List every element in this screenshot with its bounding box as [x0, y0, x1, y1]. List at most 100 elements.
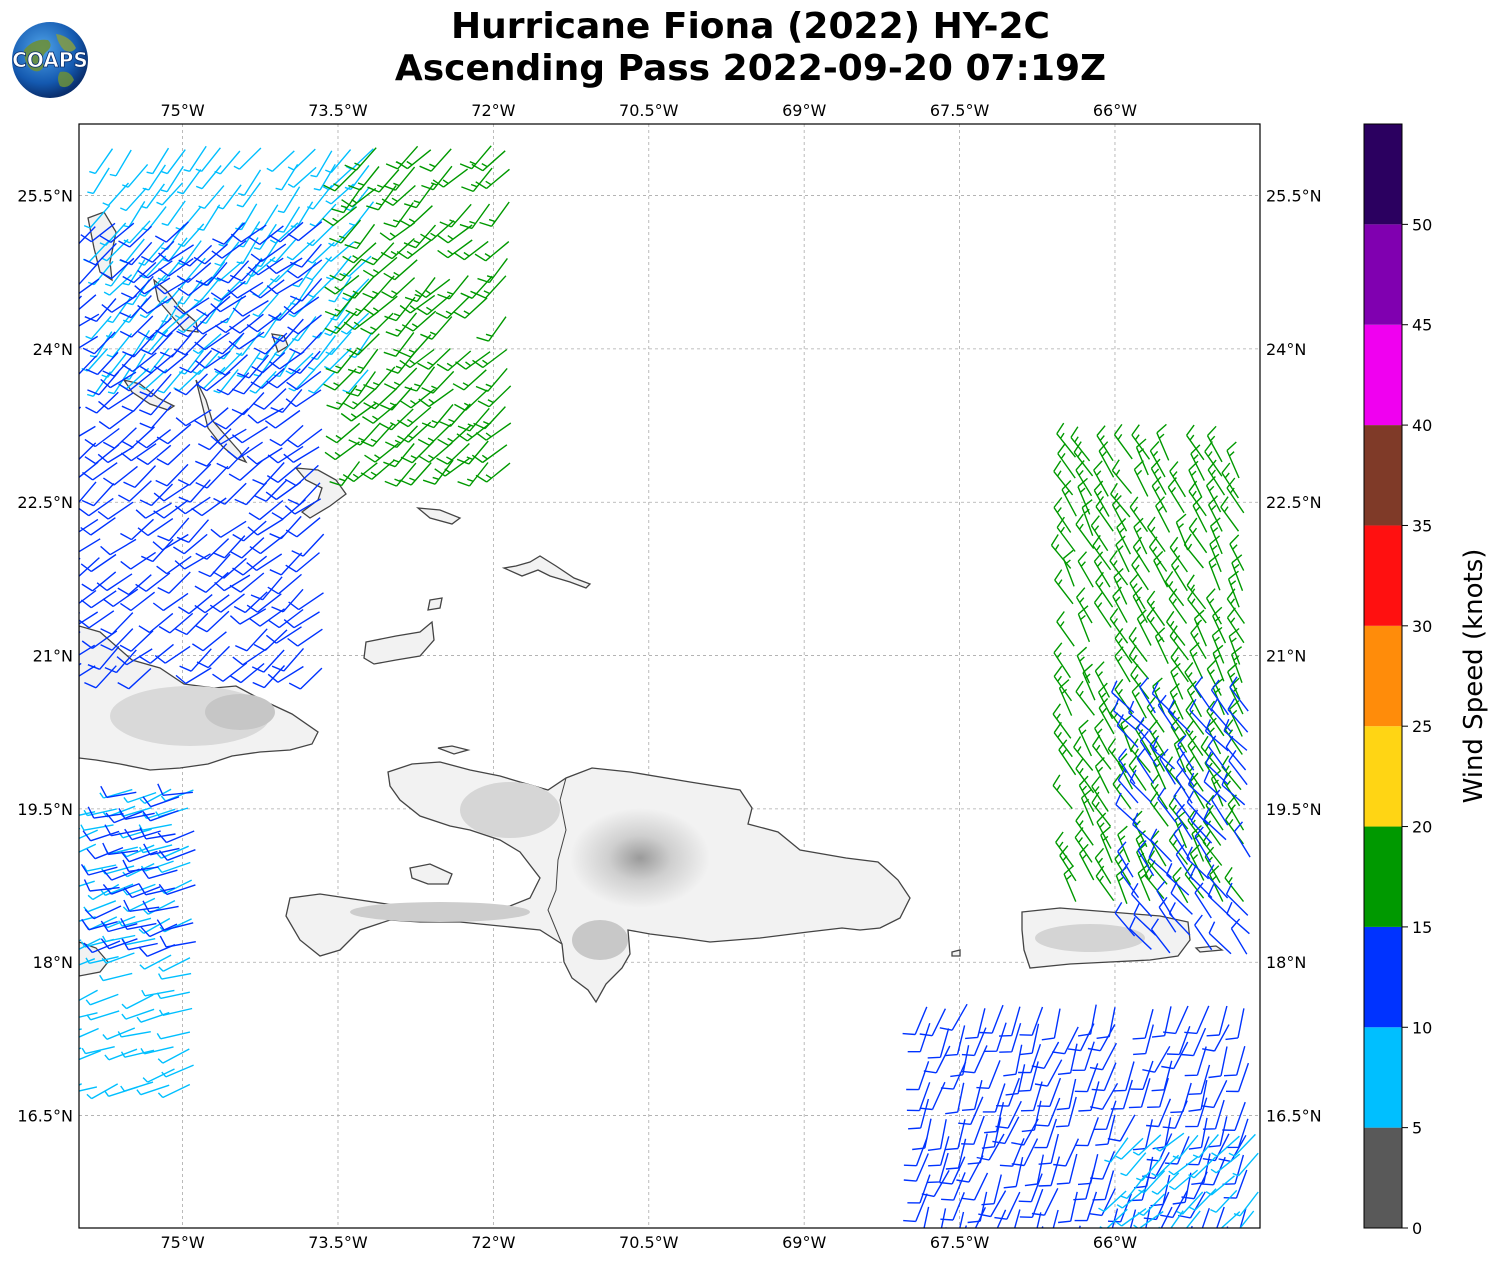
wind-barb	[1131, 682, 1147, 719]
wind-barb	[1095, 496, 1114, 532]
wind-barb	[1052, 1209, 1059, 1228]
wind-barb	[1164, 571, 1185, 607]
wind-barb	[1204, 719, 1229, 752]
wind-barb	[177, 312, 207, 334]
wind-barb	[421, 370, 455, 394]
wind-barb	[122, 883, 156, 896]
wind-barb	[123, 465, 157, 489]
wind-barb	[1128, 626, 1148, 663]
wind-barb	[454, 389, 488, 412]
wind-barb	[1170, 646, 1189, 683]
wind-barb	[139, 405, 172, 429]
wind-barb	[174, 496, 211, 515]
wind-barb	[1037, 1077, 1062, 1107]
lon-tick-label: 70.5°W	[619, 101, 679, 120]
wind-barb	[285, 552, 320, 573]
wind-barb	[269, 239, 297, 263]
wind-barb	[1144, 864, 1165, 900]
wind-barb	[1133, 902, 1157, 936]
wind-barb	[195, 465, 229, 489]
wind-barb	[1184, 1046, 1207, 1077]
wind-barb	[459, 145, 492, 170]
wind-barb	[158, 957, 191, 972]
wind-barb	[1185, 756, 1204, 792]
wind-barb	[1149, 441, 1166, 478]
wind-barb	[1167, 699, 1191, 733]
lat-tick-label: 19.5°N	[1266, 800, 1322, 819]
wind-barb	[1107, 738, 1127, 774]
wind-barb	[228, 459, 263, 481]
wind-barb	[1098, 698, 1115, 735]
lat-tick-label: 22.5°N	[1266, 493, 1322, 512]
wind-barb	[288, 667, 323, 690]
wind-barb	[212, 557, 247, 579]
lat-tick-label: 24°N	[1266, 340, 1306, 359]
wind-barb	[1209, 517, 1223, 555]
wind-barb	[87, 167, 110, 195]
wind-barb	[232, 300, 269, 317]
wind-barb	[1208, 921, 1232, 955]
wind-barb	[267, 445, 304, 464]
wind-barb	[227, 441, 263, 460]
wind-barb	[1073, 736, 1094, 771]
wind-barb	[475, 462, 511, 483]
wind-barb	[214, 352, 243, 375]
wind-barb	[1117, 841, 1134, 878]
wind-barb	[266, 462, 302, 483]
wind-barb	[1173, 823, 1191, 860]
latitude-labels-left: 25.5°N 24°N 22.5°N 21°N 19.5°N 18°N 16.5°N	[17, 187, 73, 1126]
wind-barb	[289, 243, 322, 268]
wind-barb	[43, 222, 78, 239]
wind-barb	[79, 425, 96, 437]
wind-barb	[476, 316, 507, 342]
wind-barb	[1090, 515, 1109, 552]
wind-barb	[457, 462, 489, 487]
colorbar-bin	[1364, 525, 1402, 626]
wind-barb	[84, 905, 122, 920]
wind-barb	[1013, 1209, 1021, 1228]
wind-barb	[1117, 825, 1131, 863]
wind-barb	[418, 442, 453, 463]
wind-barb	[214, 314, 251, 334]
wind-barb	[1075, 513, 1095, 550]
colorbar-bin	[1364, 425, 1402, 526]
colorbar-tick-label: 0	[1412, 1219, 1422, 1238]
wind-barb	[1168, 1156, 1199, 1176]
wind-barb	[1109, 608, 1129, 644]
wind-barb	[906, 1082, 931, 1112]
wind-barb	[1232, 1152, 1259, 1177]
wind-barb	[1228, 1133, 1256, 1157]
wind-barb	[154, 221, 189, 243]
wind-barb	[1113, 1061, 1135, 1092]
wind-barb	[98, 410, 135, 430]
wind-barb	[79, 406, 82, 410]
wind-barb	[79, 1086, 98, 1092]
wind-barb	[1118, 748, 1136, 785]
wind-barb	[46, 862, 77, 875]
wind-barb	[1194, 882, 1212, 919]
wind-barb	[919, 1081, 946, 1111]
wind-barb	[1018, 1173, 1043, 1203]
wind-barb	[79, 481, 97, 504]
wind-barb	[1058, 1191, 1078, 1224]
map-title: Hurricane Fiona (2022) HY-2C Ascending P…	[0, 6, 1501, 90]
wind-barb	[177, 240, 202, 266]
wind-barb	[326, 384, 358, 410]
wind-barb	[939, 1156, 966, 1185]
wind-barb	[419, 148, 452, 172]
lon-tick-label: 70.5°W	[619, 1233, 679, 1252]
lon-tick-label: 69°W	[782, 101, 826, 120]
wind-barb	[1111, 459, 1133, 495]
wind-barb	[1187, 588, 1207, 624]
wind-barb	[1111, 495, 1128, 532]
wind-barb	[437, 224, 473, 244]
wind-barb	[360, 459, 396, 480]
wind-barb	[83, 864, 117, 872]
wind-barb	[421, 404, 454, 429]
wind-barb	[79, 611, 99, 625]
wind-barb	[1092, 1170, 1115, 1201]
wind-barb	[1099, 1208, 1128, 1228]
wind-barb	[1221, 462, 1239, 499]
long-island	[195, 379, 248, 464]
wind-barb	[422, 459, 454, 485]
